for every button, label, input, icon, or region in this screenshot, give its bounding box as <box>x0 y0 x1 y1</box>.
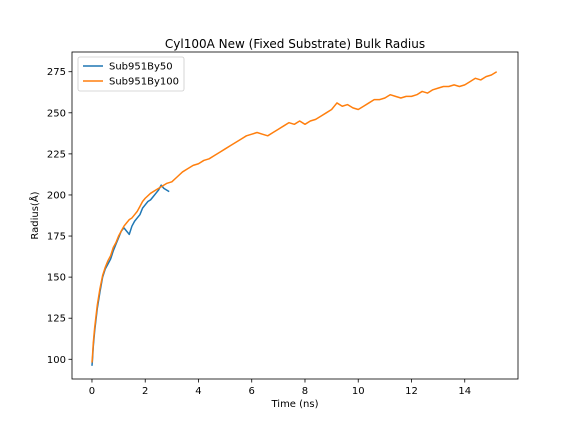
x-tick-label: 4 <box>195 386 201 397</box>
y-tick-label: 150 <box>47 273 66 284</box>
series-layer <box>91 71 498 366</box>
x-axis: 0 2 4 6 8 10 12 14 <box>89 379 471 397</box>
x-tick-label: 2 <box>142 386 148 397</box>
y-tick-label: 200 <box>47 190 66 201</box>
legend-box <box>77 56 185 92</box>
axes-frame <box>71 51 519 380</box>
y-axis-label: Radius(Å) <box>28 191 41 239</box>
x-tick-label: 6 <box>249 386 255 397</box>
x-tick-label: 12 <box>405 386 418 397</box>
y-tick-label: 125 <box>47 314 66 325</box>
chart-title: Cyl100A New (Fixed Substrate) Bulk Radiu… <box>165 37 425 51</box>
series-line-sub951by100 <box>91 71 498 363</box>
x-tick-label: 10 <box>352 386 365 397</box>
y-tick-label: 250 <box>47 108 66 119</box>
legend-label: Sub951By50 <box>109 62 173 73</box>
y-tick-label: 175 <box>47 232 66 243</box>
x-axis-label: Time (ns) <box>270 399 318 410</box>
y-tick-label: 100 <box>47 355 66 366</box>
x-tick-label: 0 <box>89 386 95 397</box>
legend: Sub951By50 Sub951By100 <box>77 56 185 92</box>
legend-label: Sub951By100 <box>109 77 179 88</box>
y-tick-label: 275 <box>47 67 66 78</box>
y-axis: 100 125 150 175 200 225 250 275 <box>47 67 72 366</box>
x-tick-label: 14 <box>458 386 471 397</box>
plot-area <box>71 51 519 380</box>
x-tick-label: 8 <box>302 386 308 397</box>
y-tick-label: 225 <box>47 149 66 160</box>
